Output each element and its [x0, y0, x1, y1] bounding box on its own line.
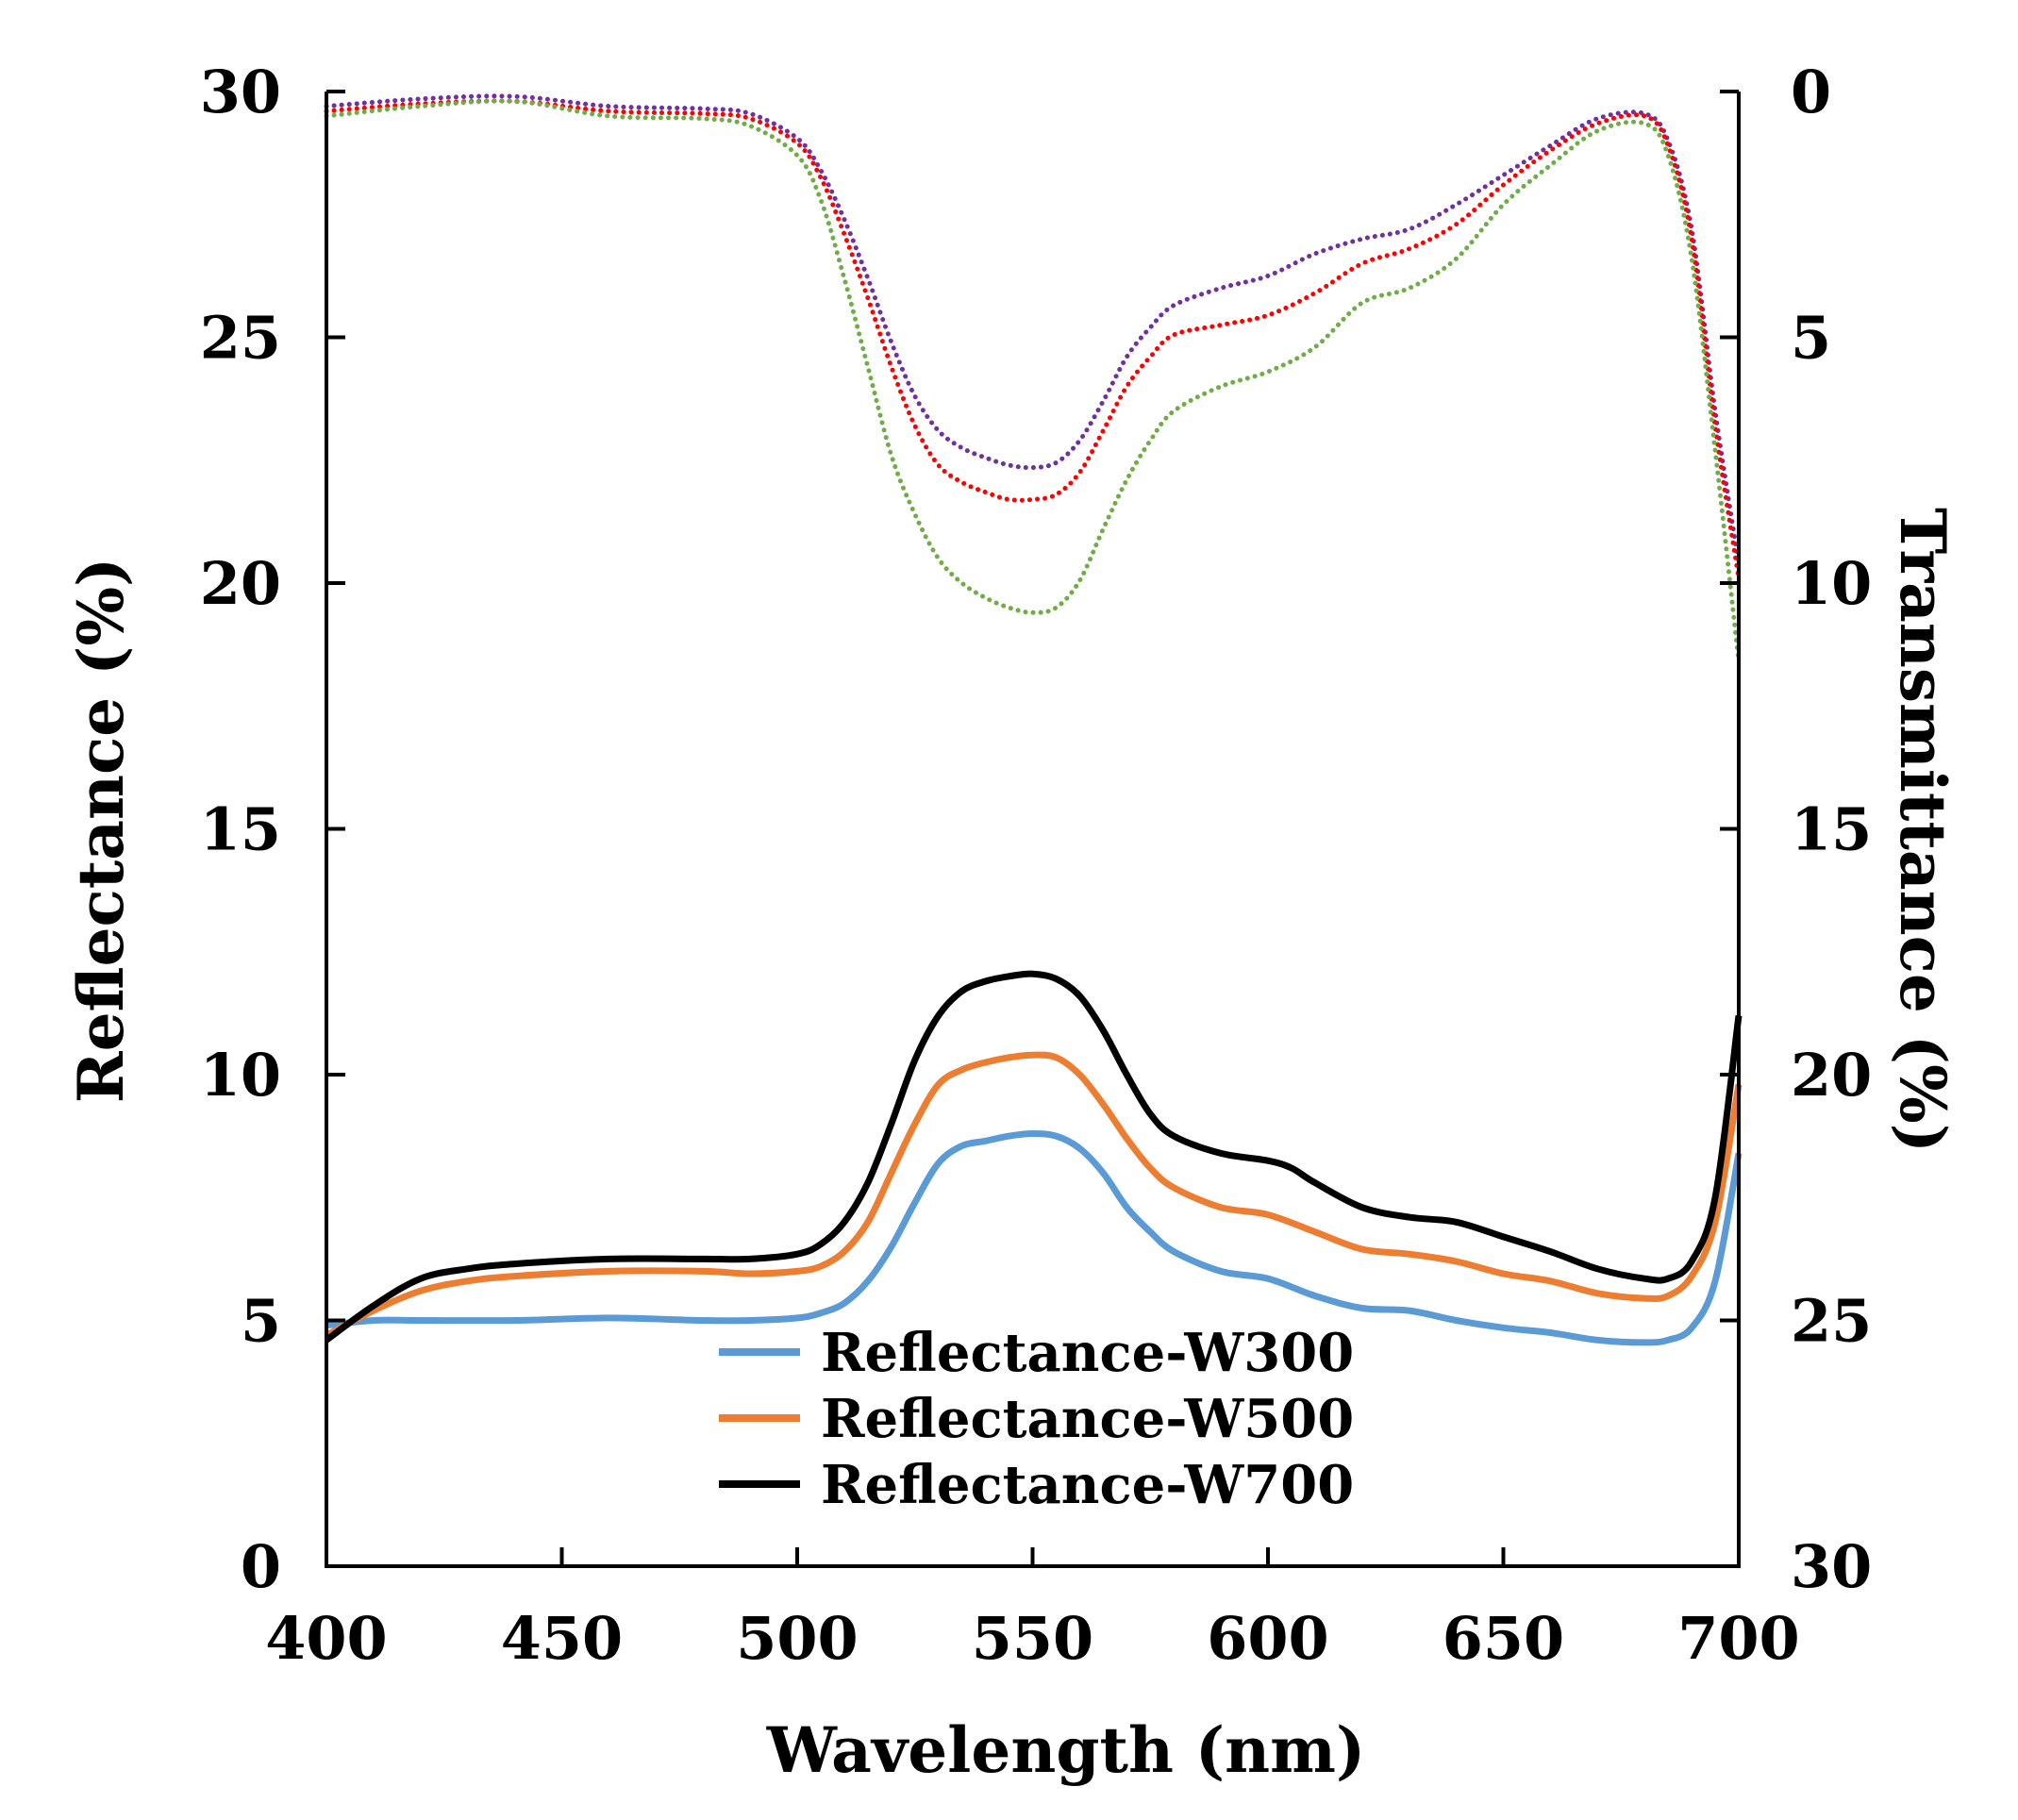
x-tick-label: 450 [501, 1604, 623, 1673]
series-layer [324, 93, 1743, 1346]
y2-tick-label: 25 [1791, 1287, 1872, 1356]
legend-label-w500: Reflectance-W500 [821, 1388, 1354, 1450]
x-tick-label: 600 [1207, 1604, 1328, 1673]
series-line-reflectance-w700 [324, 970, 1743, 1344]
y-tick-label: 25 [200, 304, 281, 373]
ticks-layer: 400 450 500 550 600 650 700 0 5 10 15 20 25 30 0 5 10 15 2… [200, 58, 1873, 1673]
y2-tick-label: 10 [1791, 549, 1872, 618]
x-tick-label: 550 [972, 1604, 1093, 1673]
series-line-right-transmittance-3 [324, 93, 1742, 566]
legend: Reflectance-W300 Reflectance-W500 Reflec… [719, 1322, 1354, 1516]
x-tick-label: 650 [1443, 1604, 1564, 1673]
y2-axis-title: Transmittance (%) [1886, 508, 1960, 1153]
series-line-right-transmittance-5 [324, 98, 1742, 664]
y-tick-label: 10 [200, 1041, 281, 1110]
y-tick-label: 15 [200, 795, 281, 864]
y2-tick-label: 0 [1791, 58, 1831, 126]
x-tick-label: 400 [265, 1604, 387, 1673]
y-tick-label: 0 [241, 1532, 281, 1601]
series-line-right-transmittance-4 [324, 98, 1742, 581]
x-tick-label: 500 [736, 1604, 858, 1673]
series-line-reflectance-w300 [325, 1130, 1743, 1346]
legend-label-w300: Reflectance-W300 [821, 1322, 1354, 1384]
y2-tick-label: 15 [1791, 795, 1872, 864]
y2-tick-label: 30 [1791, 1532, 1872, 1601]
y-tick-label: 20 [200, 549, 281, 618]
legend-label-w700: Reflectance-W700 [821, 1454, 1354, 1516]
series-line-reflectance-w500 [325, 1051, 1743, 1339]
x-tick-label: 700 [1677, 1604, 1799, 1673]
y-tick-label: 30 [200, 58, 281, 126]
y-axis-title: Reflectance (%) [64, 558, 138, 1104]
x-axis-title: Wavelength (nm) [766, 1713, 1365, 1787]
y2-tick-label: 5 [1791, 304, 1831, 373]
y2-tick-label: 20 [1791, 1041, 1872, 1110]
y-tick-label: 5 [241, 1287, 281, 1356]
